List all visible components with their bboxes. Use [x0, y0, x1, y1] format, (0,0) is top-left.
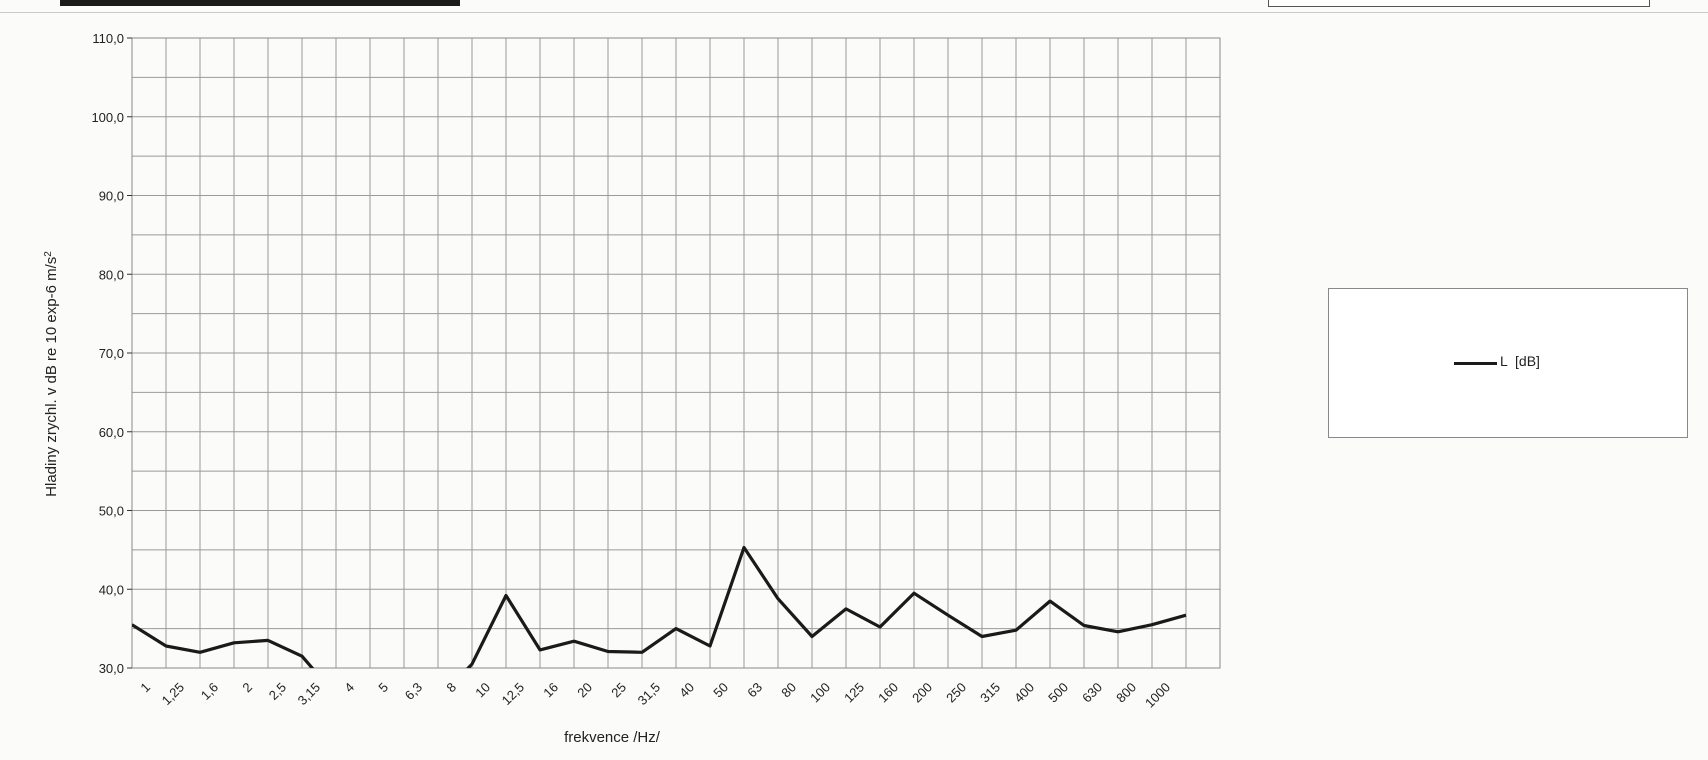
x-tick-label: 3,15 — [295, 680, 324, 709]
top-rule — [0, 12, 1708, 13]
x-tick-label: 6,3 — [402, 680, 425, 703]
x-tick-label: 100 — [807, 680, 833, 706]
x-tick-label: 25 — [608, 680, 629, 701]
y-tick-label: 60,0 — [99, 425, 124, 440]
x-tick-label: 12,5 — [499, 680, 528, 709]
x-tick-label: 50 — [710, 680, 731, 701]
top-edge-box-right — [1268, 0, 1650, 7]
x-tick-label: 2 — [239, 680, 255, 696]
x-tick-label: 1000 — [1142, 680, 1173, 711]
y-axis-label: Hladiny zrychl. v dB re 10 exp-6 m/s2 — [43, 251, 61, 497]
x-tick-labels: 1 1,25 1,6 2 2,5 3,15 4 5 6,3 8 10 12,5 16 20 25 31,5 40… — [137, 680, 1173, 711]
x-tick-label: 5 — [375, 680, 391, 696]
y-tick-label: 110,0 — [92, 31, 124, 46]
top-edge-bar-left — [60, 0, 460, 6]
x-tick-label: 31,5 — [635, 680, 664, 709]
x-tick-label: 630 — [1079, 680, 1105, 706]
x-tick-label: 250 — [943, 680, 969, 706]
y-tick-label: 80,0 — [99, 267, 124, 282]
y-tick-label: 70,0 — [99, 346, 124, 361]
x-tick-label: 1,6 — [198, 680, 221, 703]
x-tick-label: 500 — [1045, 680, 1071, 706]
y-tick-label: 40,0 — [99, 582, 124, 597]
grid — [131, 37, 1221, 669]
x-tick-label: 80 — [778, 680, 799, 701]
x-tick-label: 4 — [341, 680, 357, 696]
y-tick-label: 100,0 — [91, 110, 124, 125]
x-tick-label: 10 — [472, 680, 493, 701]
x-tick-label: 63 — [744, 680, 765, 701]
y-tick-label: 50,0 — [99, 504, 124, 519]
x-tick-label: 1,25 — [159, 680, 188, 709]
y-tick-label: 30,0 — [99, 661, 124, 676]
x-tick-label: 16 — [540, 680, 561, 701]
x-axis-label: frekvence /Hz/ — [564, 729, 661, 746]
x-tick-label: 1 — [137, 680, 153, 696]
y-tick-labels: 30,0 40,0 50,0 60,0 70,0 80,0 90,0 100,0 110,0 — [91, 31, 132, 676]
x-tick-label: 125 — [841, 680, 867, 706]
x-tick-label: 20 — [574, 680, 595, 701]
y-tick-label: 90,0 — [99, 189, 124, 204]
x-tick-label: 160 — [875, 680, 901, 706]
legend-label: L [dB] — [1500, 353, 1540, 369]
legend-line-swatch — [1454, 362, 1497, 365]
x-tick-label: 8 — [443, 680, 459, 696]
x-tick-label: 2,5 — [266, 680, 289, 703]
x-tick-label: 315 — [977, 680, 1003, 706]
x-tick-label: 40 — [676, 680, 697, 701]
x-tick-label: 400 — [1011, 680, 1037, 706]
y-axis-label-superscript: 2 — [43, 251, 54, 257]
y-axis-label-group: Hladiny zrychl. v dB re 10 exp-6 m/s2 — [43, 251, 61, 497]
series-layer — [132, 545, 1187, 668]
x-tick-label: 800 — [1113, 680, 1139, 706]
x-tick-label: 200 — [909, 680, 935, 706]
legend: L [dB] — [1328, 288, 1688, 438]
series-line — [132, 545, 1187, 668]
